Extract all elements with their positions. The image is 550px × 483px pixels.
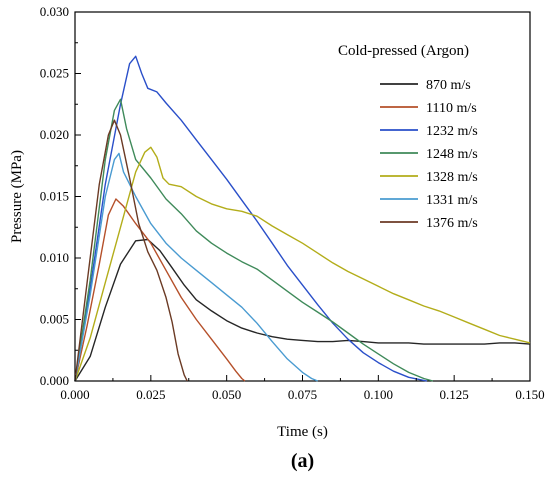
x-tick-label: 0.100 — [364, 387, 393, 402]
legend-label-5: 1328 m/s — [426, 170, 478, 185]
legend-label-4: 1248 m/s — [426, 147, 478, 162]
legend-label-3: 1232 m/s — [426, 124, 478, 139]
x-tick-label: 0.075 — [288, 387, 317, 402]
legend-label-6: 1331 m/s — [426, 193, 478, 208]
series-line-3 — [74, 55, 428, 382]
series-line-5 — [74, 146, 531, 382]
y-axis-ticks: 0.000 0.005 0.010 0.015 0.020 0.025 0.030 — [40, 4, 81, 388]
legend-label-1: 870 m/s — [426, 78, 471, 93]
series-line-2 — [74, 198, 246, 382]
series-line-4 — [74, 98, 434, 382]
legend-label-2: 1110 m/s — [426, 101, 477, 116]
x-tick-label: 0.025 — [136, 387, 165, 402]
legend-title: Cold-pressed (Argon) — [338, 43, 469, 59]
series-lines — [74, 55, 531, 382]
x-tick-label: 0.050 — [212, 387, 241, 402]
y-tick-label: 0.010 — [40, 250, 69, 265]
y-tick-label: 0.030 — [40, 4, 69, 19]
x-axis-ticks: 0.000 0.025 0.050 0.075 0.100 0.125 0.150 — [60, 375, 545, 402]
series-line-1 — [74, 238, 531, 382]
x-tick-label: 0.125 — [440, 387, 469, 402]
y-tick-label: 0.015 — [40, 189, 69, 204]
series-line-6 — [74, 152, 318, 382]
legend: 870 m/s 1110 m/s 1232 m/s 1248 m/s 1328 m/s 1… — [380, 78, 478, 231]
series-line-7 — [74, 119, 188, 382]
y-tick-label: 0.005 — [40, 312, 69, 327]
y-tick-label: 0.020 — [40, 127, 69, 142]
legend-label-7: 1376 m/s — [426, 216, 478, 231]
y-tick-label: 0.025 — [40, 66, 69, 81]
panel-label: (a) — [291, 450, 314, 472]
y-tick-label: 0.000 — [40, 373, 69, 388]
y-axis-title: Pressure (MPa) — [9, 150, 25, 243]
x-axis-title: Time (s) — [277, 424, 328, 440]
x-tick-label: 0.150 — [515, 387, 544, 402]
x-tick-label: 0.000 — [60, 387, 89, 402]
